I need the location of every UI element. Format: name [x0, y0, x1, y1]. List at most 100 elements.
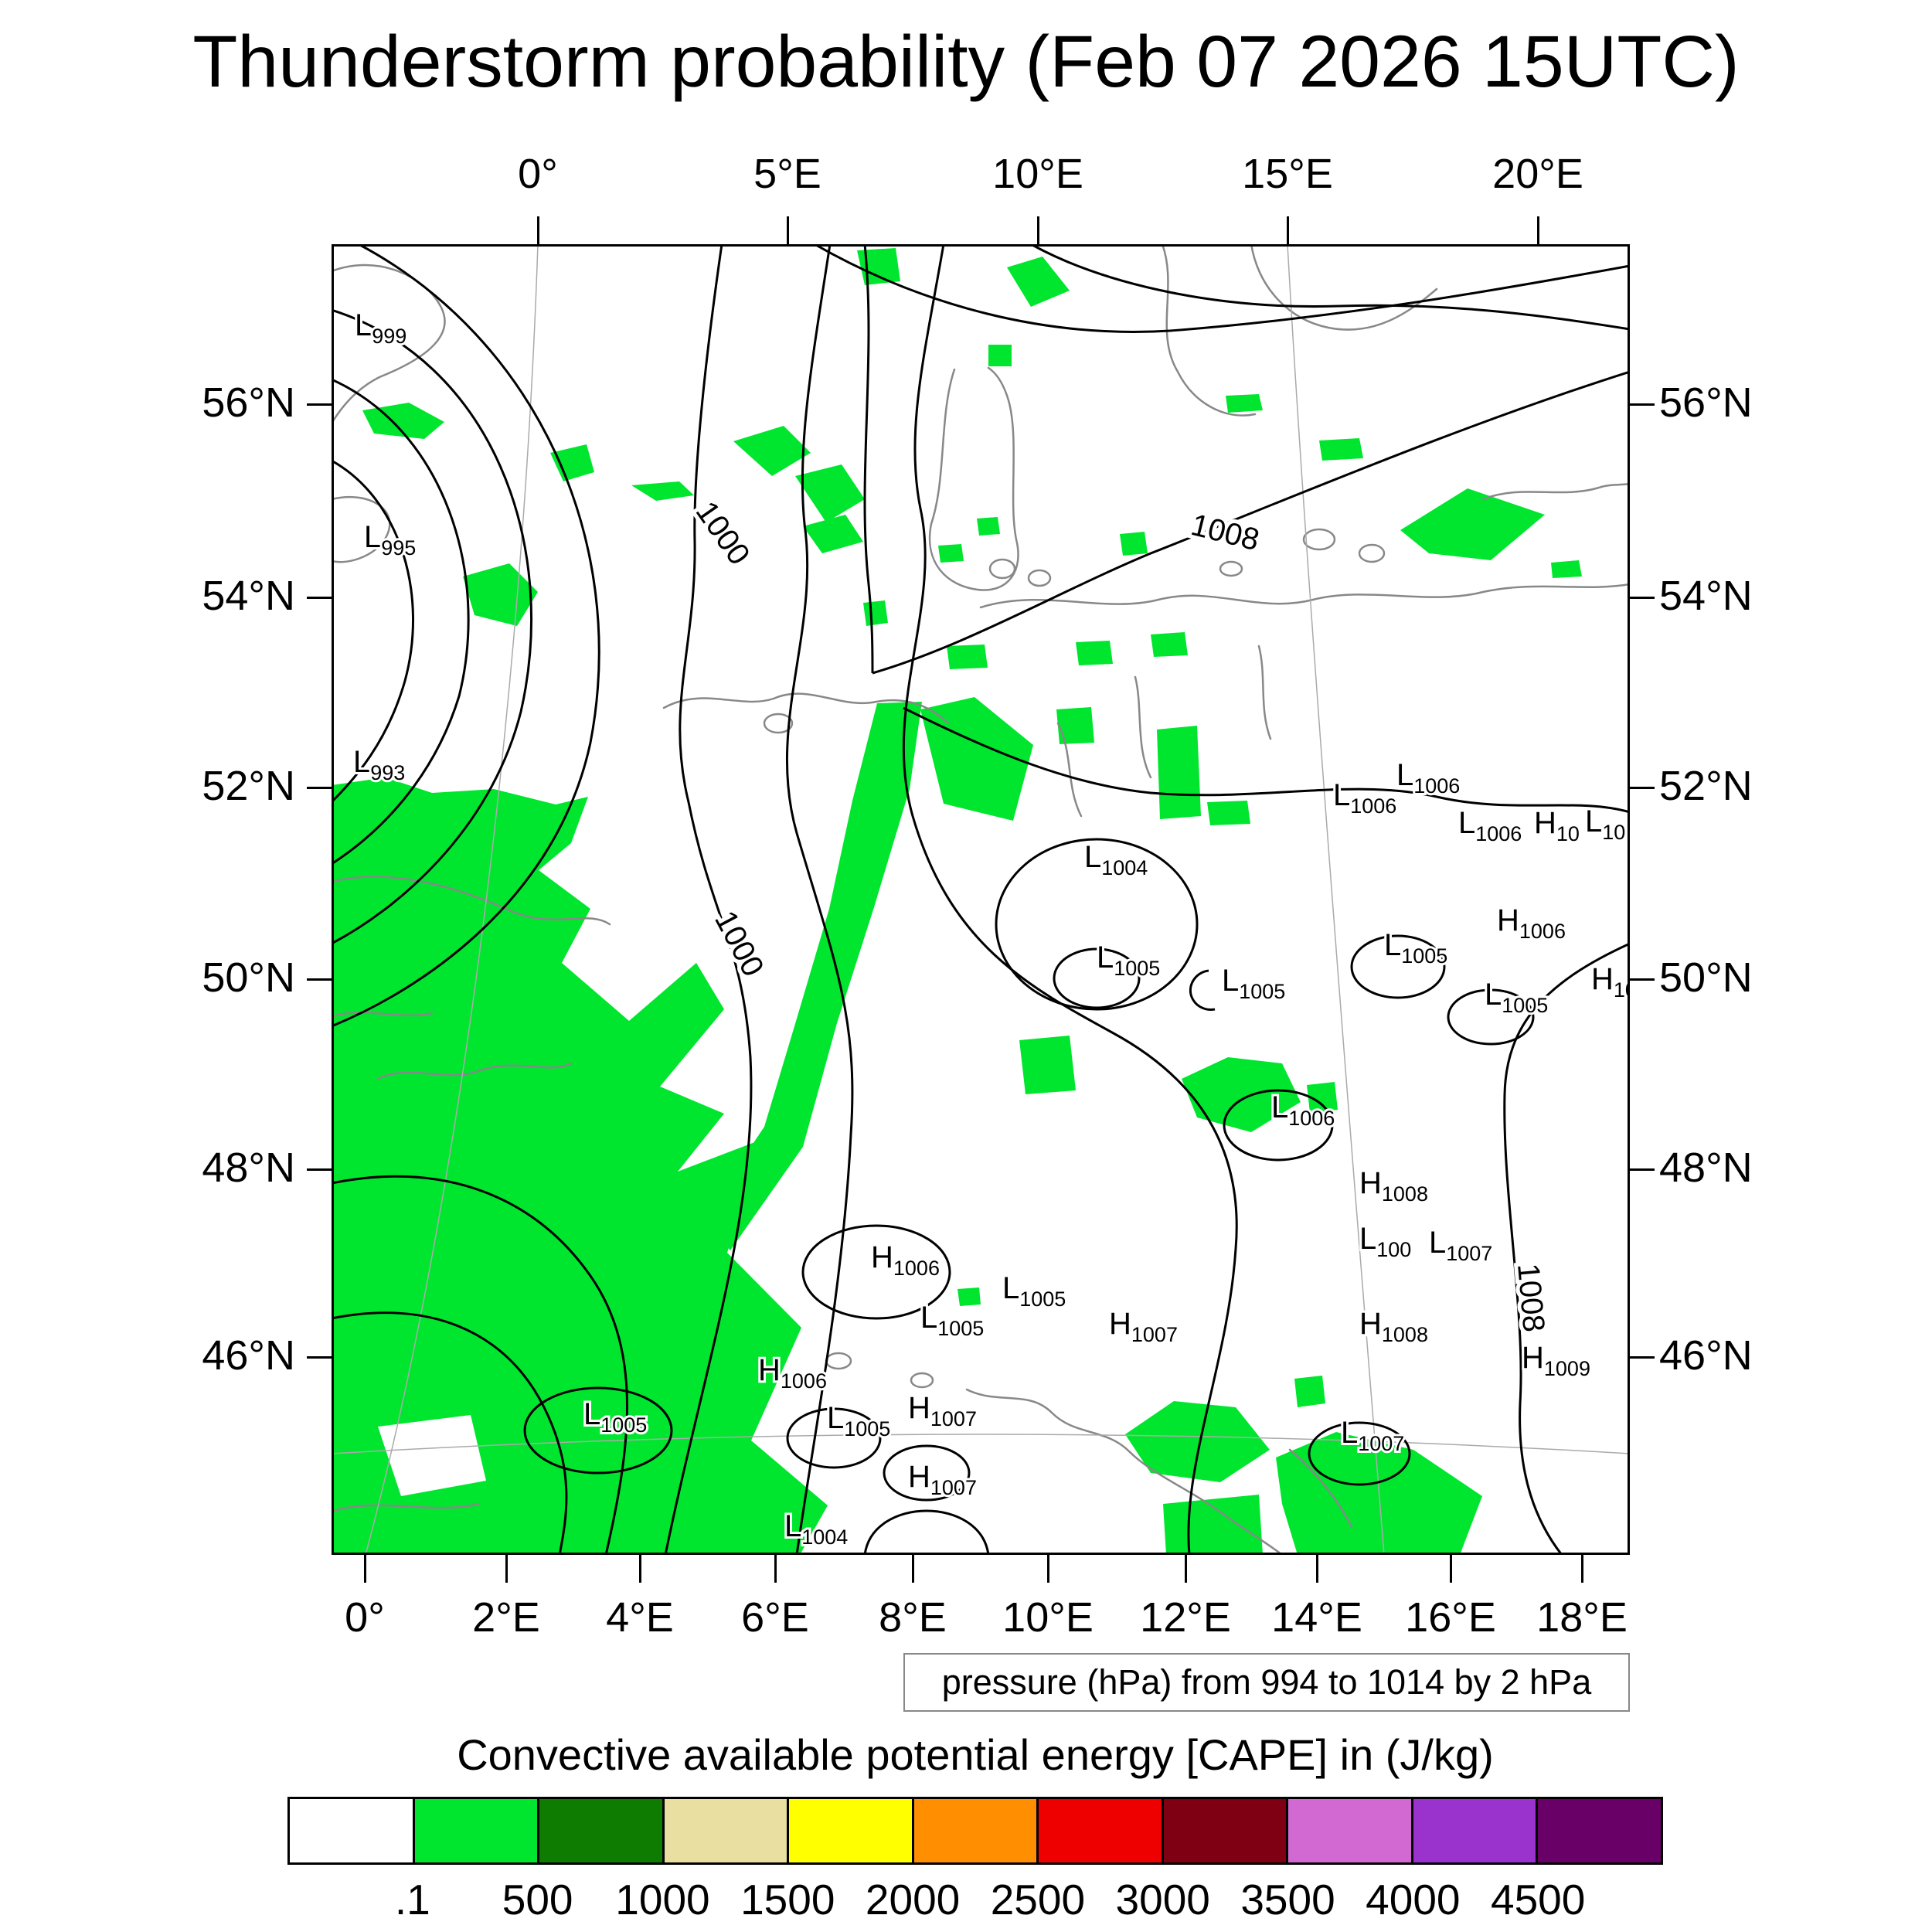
pressure-center-label: L1006: [1333, 778, 1396, 818]
pressure-center-label: L1006: [1271, 1090, 1335, 1130]
pressure-contour: [332, 244, 600, 1028]
pressure-center-label: L1005: [1384, 928, 1447, 968]
pressure-center-label: H1007: [908, 1391, 977, 1430]
cape-region: [795, 464, 865, 522]
axis-label-bottom: 6°E: [741, 1594, 809, 1641]
axis-tick-right: [1630, 787, 1655, 789]
axis-label-bottom: 12°E: [1140, 1594, 1231, 1641]
colorbar-tick-label: 1000: [615, 1876, 710, 1923]
pressure-center-label: H1006: [1497, 903, 1566, 943]
colorbar: [287, 1797, 1663, 1865]
pressure-center-label: L995: [364, 520, 416, 560]
contour-labels-layer: 1000 1008 1000 1008: [685, 492, 1555, 1338]
pressure-center-label: L1004: [784, 1509, 848, 1549]
colorbar-tick-label: 3500: [1240, 1876, 1335, 1923]
cape-region: [1007, 257, 1070, 307]
coastline: [910, 1372, 934, 1389]
axis-tick-bottom: [912, 1555, 914, 1583]
axis-label-right: 50°N: [1659, 954, 1753, 1001]
axis-label-top: 20°E: [1492, 151, 1583, 197]
axis-label-left: 48°N: [202, 1145, 295, 1191]
graticule-line: [365, 244, 539, 1555]
axis-tick-bottom: [1450, 1555, 1452, 1583]
pressure-center-label: H10: [1591, 962, 1630, 1002]
coastline: [1257, 645, 1272, 740]
pressure-contour: [1053, 947, 1141, 1009]
cape-region: [1076, 641, 1113, 665]
pressure-caption-text: pressure (hPa) from 994 to 1014 by 2 hPa: [941, 1662, 1592, 1702]
axis-label-top: 15°E: [1242, 151, 1333, 197]
axis-label-left: 46°N: [202, 1332, 295, 1379]
colorbar-cell: [787, 1799, 912, 1862]
pressure-center-label: L1004: [1084, 840, 1148, 879]
cape-region: [863, 600, 888, 626]
pressure-center-label: L10: [1585, 804, 1625, 844]
pressure-center-label: L1006: [1458, 806, 1522, 845]
axis-tick-bottom: [505, 1555, 508, 1583]
coastline: [1219, 560, 1243, 577]
coastline: [1250, 244, 1438, 331]
contour-label: 1008: [1511, 1262, 1551, 1333]
pressure-center-label: L1007: [1341, 1416, 1404, 1455]
pressure-center-label: H1006: [758, 1353, 827, 1393]
pressure-center-label: H1006: [871, 1240, 940, 1280]
axis-label-bottom: 16°E: [1405, 1594, 1496, 1641]
pressure-contour: [801, 1224, 951, 1320]
axis-label-top: 5°E: [753, 151, 821, 197]
cape-region: [977, 517, 1000, 536]
axis-tick-left: [307, 978, 332, 981]
axis-label-right: 48°N: [1659, 1145, 1753, 1191]
page-title: Thunderstorm probability (Feb 07 2026 15…: [192, 21, 1740, 103]
colorbar-cell: [1036, 1799, 1162, 1862]
colorbar-tick-label: 4000: [1366, 1876, 1461, 1923]
coastline: [332, 495, 391, 563]
cape-shading-layer: [332, 248, 1582, 1555]
cape-region: [1551, 560, 1582, 578]
coastline: [1027, 569, 1052, 587]
pressure-contour: [1189, 969, 1216, 1011]
axis-label-bottom: 10°E: [1002, 1594, 1094, 1641]
cape-region: [957, 1287, 981, 1306]
axis-label-top: 0°: [518, 151, 558, 197]
cape-gap: [378, 1415, 486, 1496]
axis-tick-left: [307, 1356, 332, 1359]
colorbar-cell: [1410, 1799, 1536, 1862]
axis-label-right: 54°N: [1659, 573, 1753, 619]
pressure-center-label: L1005: [1002, 1271, 1066, 1311]
coastline: [763, 713, 794, 734]
cape-region: [857, 248, 900, 285]
pressure-center-label: H1008: [1359, 1166, 1428, 1206]
colorbar-tick-label: 2500: [990, 1876, 1086, 1923]
axis-label-top: 10°E: [992, 151, 1083, 197]
axis-tick-right: [1630, 597, 1655, 599]
cape-region: [1182, 1057, 1301, 1132]
colorbar-cell: [412, 1799, 538, 1862]
cape-region: [550, 444, 594, 481]
cape-region: [988, 345, 1012, 366]
axis-label-bottom: 4°E: [606, 1594, 674, 1641]
coastline: [1134, 675, 1152, 779]
pressure-contour: [1223, 1089, 1334, 1162]
contour-label: 1000: [708, 906, 770, 982]
cape-region: [920, 697, 1033, 821]
axis-tick-left: [307, 787, 332, 789]
coastline: [965, 1388, 1284, 1555]
axis-label-bottom: 2°E: [472, 1594, 540, 1641]
pressure-contour: [332, 308, 533, 945]
coastline: [332, 1502, 480, 1513]
axis-tick-top: [787, 216, 789, 244]
coastline: [979, 583, 1630, 609]
coastline: [332, 876, 611, 926]
coastline: [1056, 722, 1083, 818]
axis-label-bottom: 0°: [345, 1594, 385, 1641]
cape-region: [1019, 1036, 1076, 1094]
coastline: [1161, 244, 1257, 417]
pressure-center-label: L1005: [920, 1301, 984, 1340]
pressure-contour: [1503, 942, 1630, 1555]
colorbar-cell: [911, 1799, 1037, 1862]
axis-tick-bottom: [1047, 1555, 1049, 1583]
axis-tick-right: [1630, 978, 1655, 981]
axis-tick-top: [1287, 216, 1289, 244]
cape-region: [1294, 1376, 1325, 1407]
axis-tick-top: [537, 216, 539, 244]
